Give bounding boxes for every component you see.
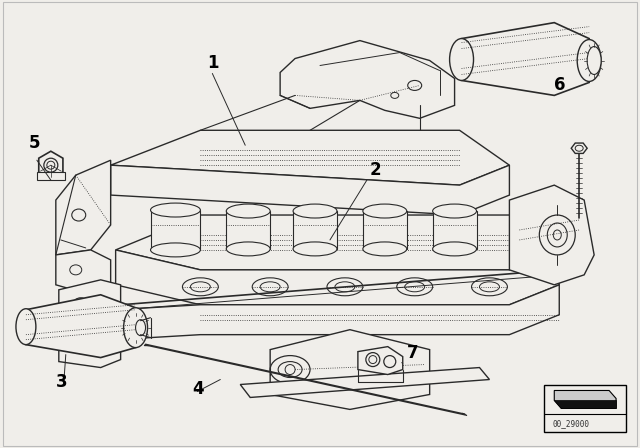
Ellipse shape [397, 278, 433, 296]
Polygon shape [554, 391, 616, 409]
Ellipse shape [293, 204, 337, 218]
Polygon shape [26, 295, 136, 358]
Ellipse shape [74, 342, 88, 353]
Polygon shape [111, 130, 509, 185]
Ellipse shape [293, 242, 337, 256]
Ellipse shape [150, 243, 200, 257]
Polygon shape [240, 367, 490, 397]
Text: 00_29000: 00_29000 [552, 419, 589, 428]
Polygon shape [293, 211, 337, 249]
Text: 7: 7 [407, 344, 419, 362]
Ellipse shape [363, 242, 407, 256]
Ellipse shape [260, 282, 280, 292]
Polygon shape [461, 23, 589, 95]
Polygon shape [544, 384, 626, 432]
Ellipse shape [577, 39, 601, 82]
Ellipse shape [124, 308, 148, 348]
Ellipse shape [547, 223, 567, 247]
Ellipse shape [182, 278, 218, 296]
Ellipse shape [391, 92, 399, 99]
Ellipse shape [270, 356, 310, 383]
Ellipse shape [150, 203, 200, 217]
Ellipse shape [285, 365, 295, 375]
Ellipse shape [335, 282, 355, 292]
Ellipse shape [70, 265, 82, 275]
Polygon shape [116, 250, 559, 305]
Polygon shape [116, 285, 559, 340]
Ellipse shape [44, 158, 58, 172]
Polygon shape [358, 347, 403, 375]
Polygon shape [280, 41, 454, 118]
Polygon shape [59, 325, 120, 367]
Text: 6: 6 [554, 77, 566, 95]
Polygon shape [363, 211, 407, 249]
Polygon shape [56, 250, 111, 295]
Polygon shape [37, 172, 65, 180]
Ellipse shape [136, 320, 145, 336]
Ellipse shape [408, 81, 422, 90]
Ellipse shape [16, 309, 36, 345]
Ellipse shape [369, 356, 377, 364]
Ellipse shape [587, 47, 601, 74]
Polygon shape [572, 143, 587, 153]
Ellipse shape [278, 362, 302, 378]
Ellipse shape [72, 209, 86, 221]
Polygon shape [111, 165, 509, 215]
Polygon shape [270, 330, 429, 409]
Text: 1: 1 [207, 55, 219, 73]
Ellipse shape [433, 204, 477, 218]
Polygon shape [116, 215, 559, 270]
Polygon shape [509, 185, 594, 285]
Polygon shape [433, 211, 477, 249]
Ellipse shape [77, 345, 84, 351]
Ellipse shape [449, 39, 474, 81]
Ellipse shape [540, 215, 575, 255]
Ellipse shape [191, 282, 211, 292]
Polygon shape [39, 151, 63, 179]
Ellipse shape [227, 204, 270, 218]
Ellipse shape [404, 282, 425, 292]
Text: 2: 2 [370, 161, 381, 179]
Ellipse shape [479, 282, 499, 292]
Polygon shape [59, 280, 120, 330]
Ellipse shape [73, 298, 89, 312]
Text: 5: 5 [29, 134, 40, 152]
Ellipse shape [327, 278, 363, 296]
Polygon shape [150, 210, 200, 250]
Ellipse shape [384, 356, 396, 367]
Ellipse shape [47, 161, 55, 169]
Ellipse shape [366, 353, 380, 366]
Text: 3: 3 [56, 374, 67, 392]
Ellipse shape [472, 278, 508, 296]
Ellipse shape [433, 242, 477, 256]
Ellipse shape [252, 278, 288, 296]
Ellipse shape [227, 242, 270, 256]
Polygon shape [227, 211, 270, 249]
Ellipse shape [575, 145, 583, 151]
Polygon shape [554, 401, 616, 409]
Polygon shape [56, 160, 111, 255]
Ellipse shape [363, 204, 407, 218]
Text: 4: 4 [193, 380, 204, 398]
Ellipse shape [553, 230, 561, 240]
